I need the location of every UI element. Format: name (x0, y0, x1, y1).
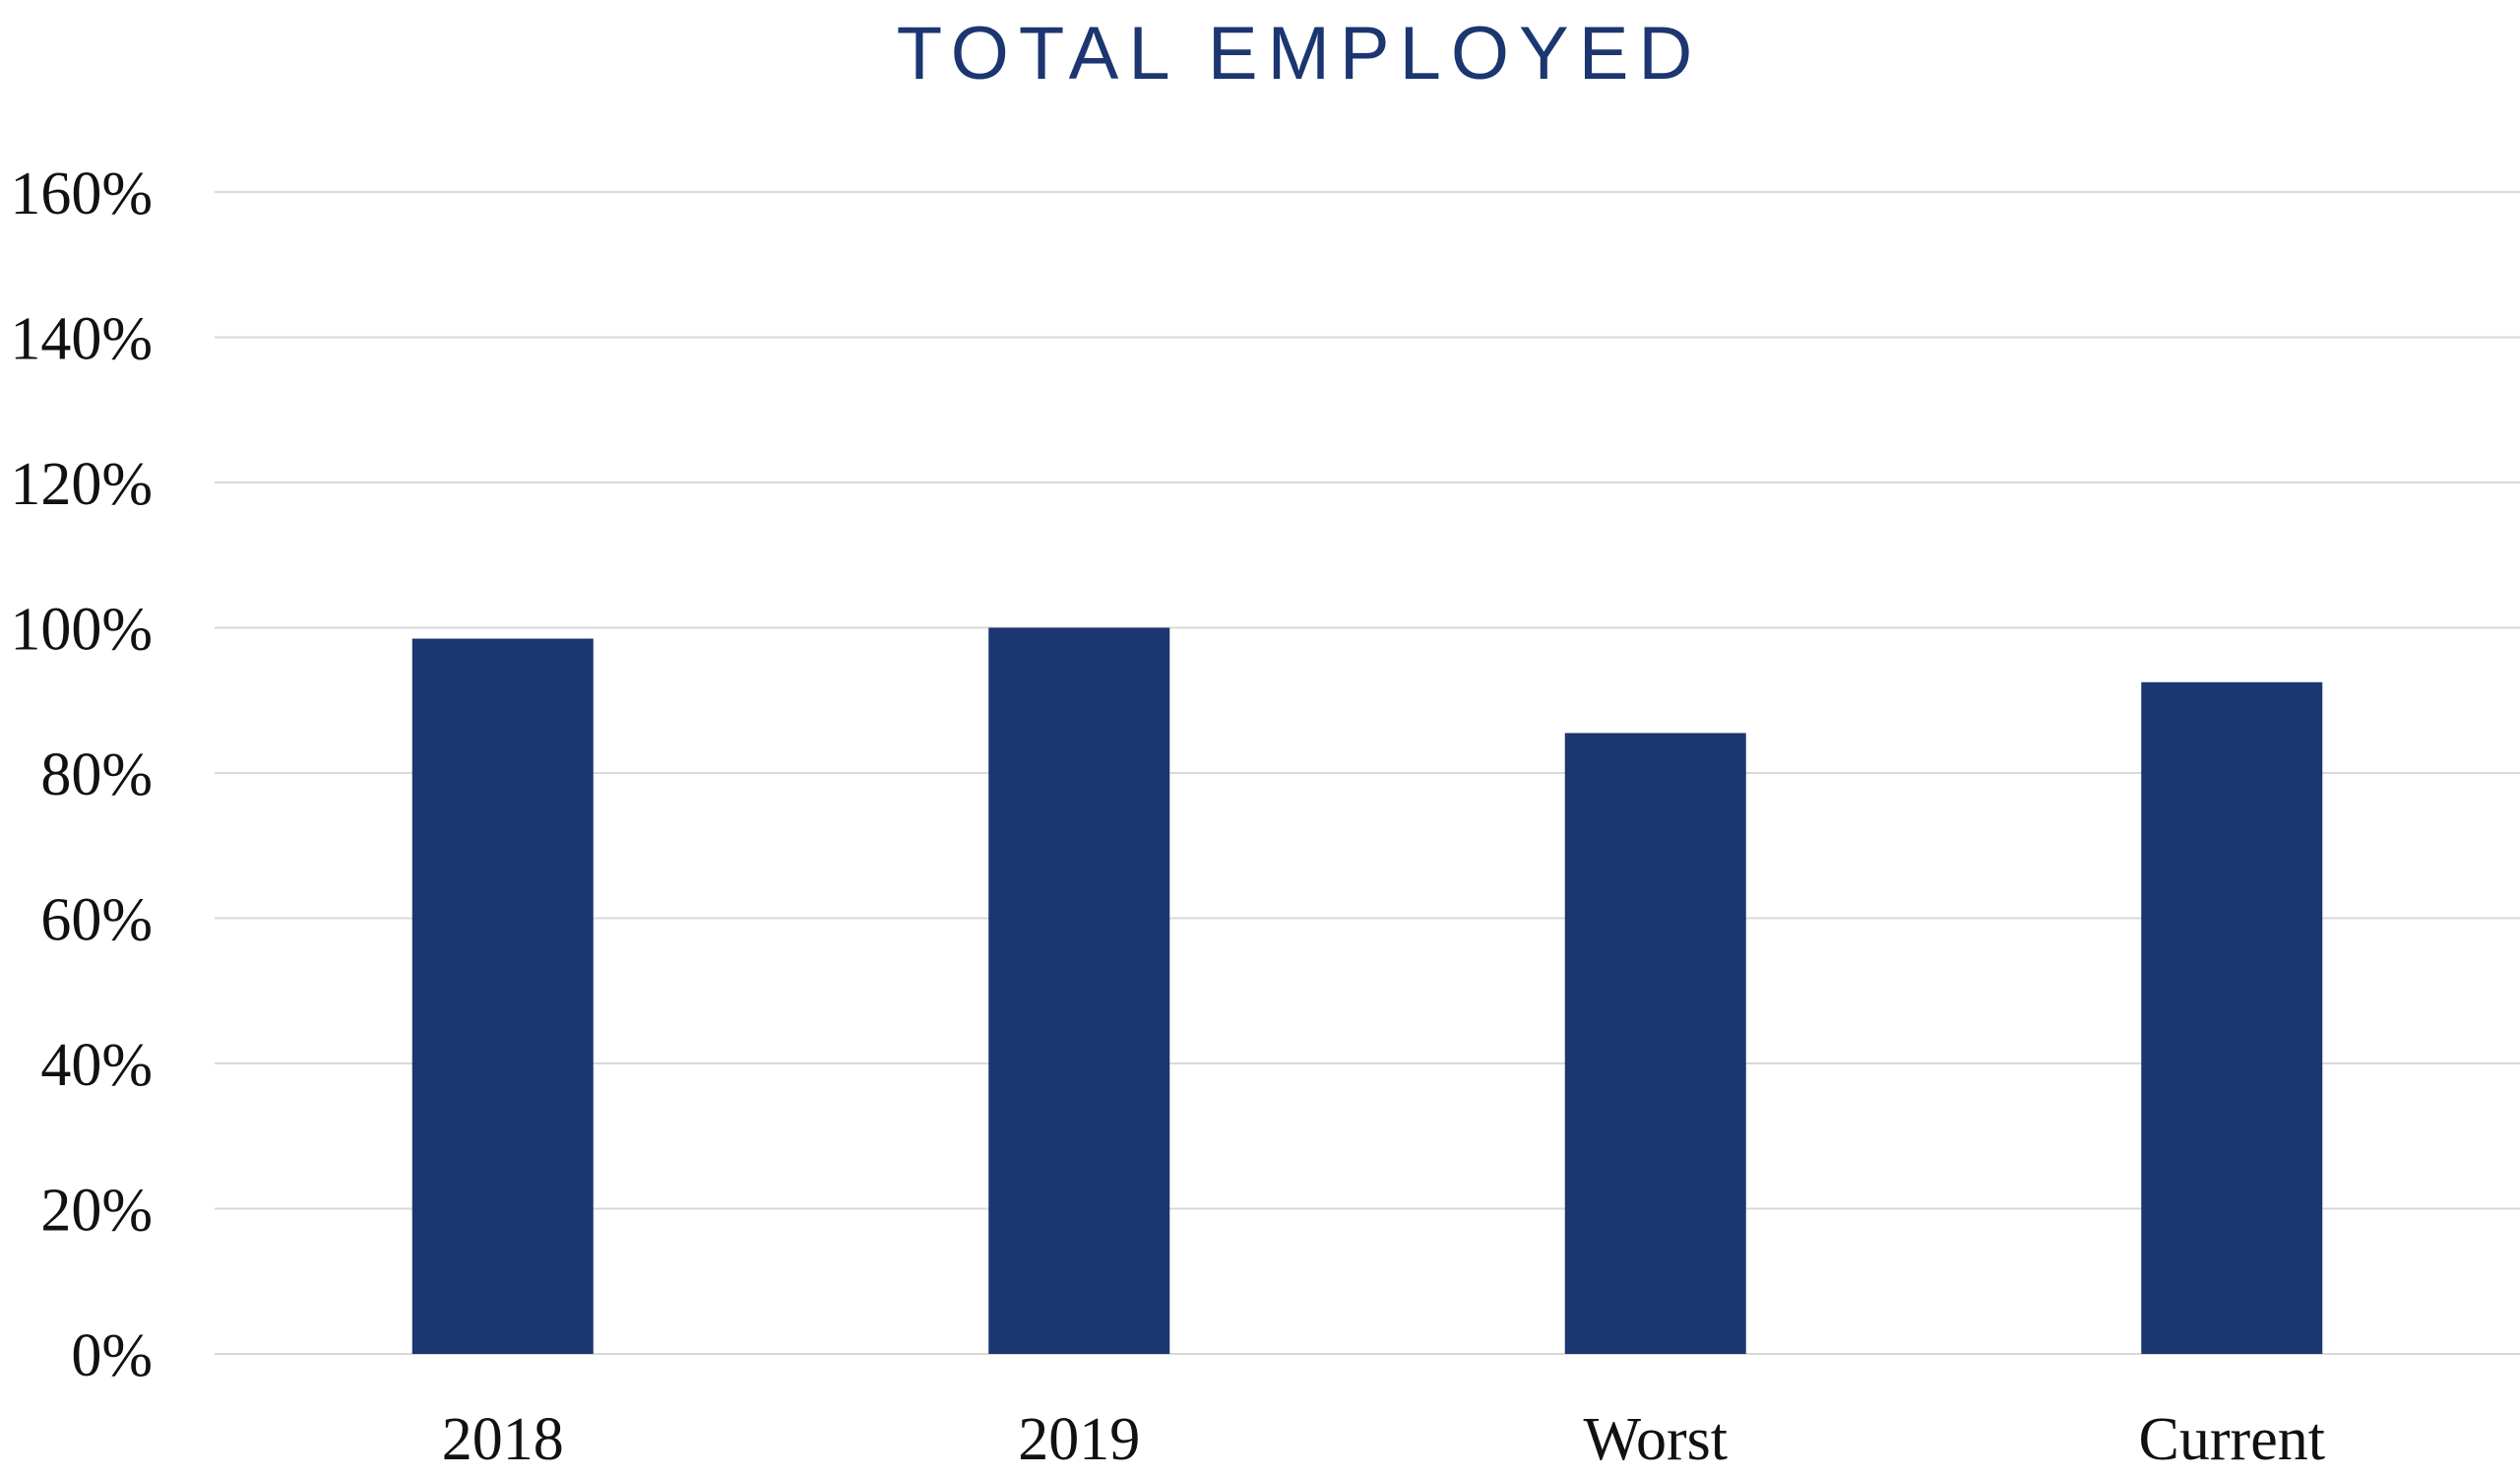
y-tick-label: 40% (40, 1032, 153, 1099)
y-tick-label: 160% (10, 161, 153, 227)
bar-current (2141, 681, 2323, 1354)
x-category-label: 2018 (442, 1406, 564, 1473)
bar-worst (1564, 733, 1746, 1354)
y-tick-label: 100% (10, 597, 153, 664)
x-category-label: 2019 (1018, 1406, 1140, 1473)
bars (411, 627, 2323, 1354)
y-tick-label: 60% (40, 887, 153, 954)
bar-2018 (411, 638, 594, 1354)
x-category-label: Worst (1583, 1406, 1728, 1473)
gridlines (215, 191, 2520, 1355)
bar-2019 (988, 627, 1170, 1354)
x-category-label: Current (2139, 1406, 2325, 1473)
y-tick-label: 140% (10, 306, 153, 373)
y-tick-label: 0% (71, 1322, 153, 1389)
y-axis-tick-labels: 0% 20% 40% 60% 80% 100% 120% 140% 160% (10, 161, 153, 1389)
y-tick-label: 20% (40, 1178, 153, 1245)
chart-title: TOTAL EMPLOYED (897, 12, 1703, 96)
x-axis-category-labels: 2018 2019 Worst Current (442, 1406, 2325, 1473)
y-tick-label: 120% (10, 451, 153, 518)
y-tick-label: 80% (40, 741, 153, 808)
